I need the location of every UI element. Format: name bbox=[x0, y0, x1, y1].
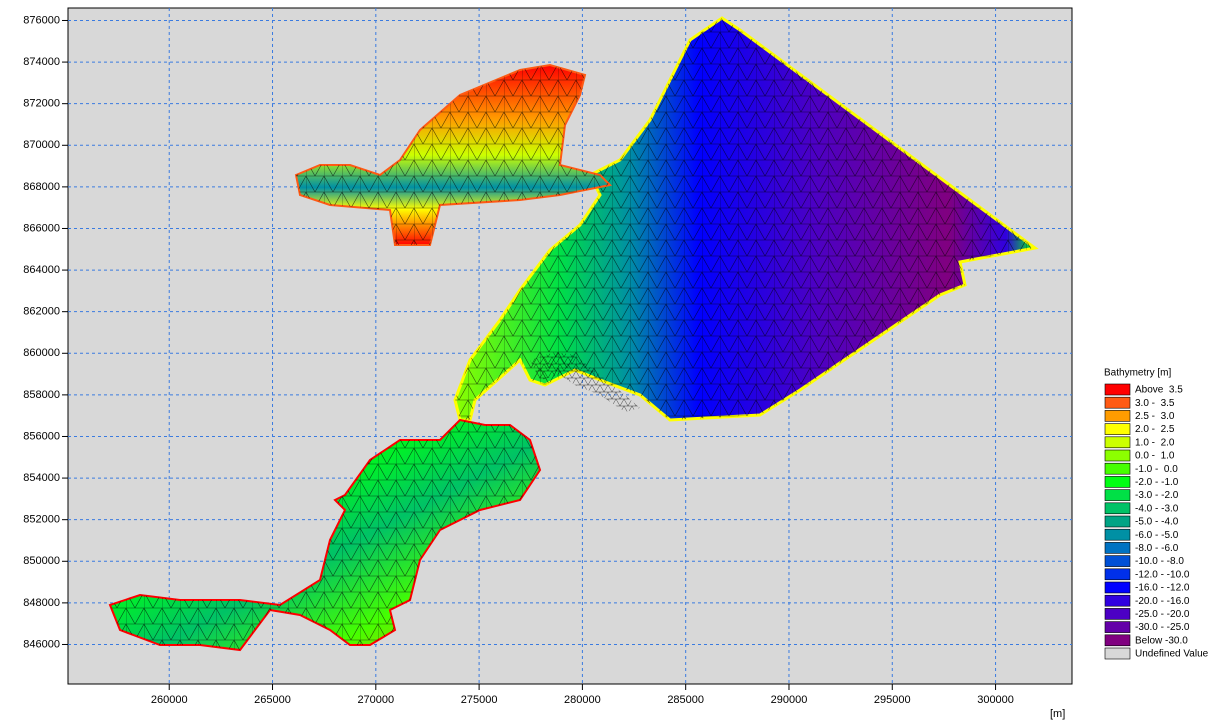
legend-swatch bbox=[1105, 503, 1130, 514]
y-tick-label: 850000 bbox=[23, 555, 60, 567]
legend-label: -4.0 - -3.0 bbox=[1135, 503, 1179, 514]
legend-label: 1.0 - 2.0 bbox=[1135, 437, 1175, 448]
legend-swatch bbox=[1105, 476, 1130, 487]
legend-label: 0.0 - 1.0 bbox=[1135, 451, 1175, 462]
legend-swatch bbox=[1105, 437, 1130, 448]
legend-swatch bbox=[1105, 490, 1130, 501]
legend-swatch bbox=[1105, 463, 1130, 474]
legend-title: Bathymetry [m] bbox=[1104, 368, 1171, 379]
chart: 260000 265000 270000 275000 280000 285000 2900… bbox=[0, 0, 1224, 724]
y-tick-label: 858000 bbox=[23, 389, 60, 401]
legend-label: 2.0 - 2.5 bbox=[1135, 424, 1175, 435]
legend-swatch bbox=[1105, 582, 1130, 593]
x-tick-label: 270000 bbox=[357, 694, 394, 706]
legend-label: -12.0 - -10.0 bbox=[1135, 569, 1190, 580]
x-tick-label: 275000 bbox=[461, 694, 498, 706]
y-tick-label: 874000 bbox=[23, 56, 60, 68]
legend-swatch bbox=[1105, 542, 1130, 553]
x-tick-label: 295000 bbox=[874, 694, 911, 706]
x-axis-label: [m] bbox=[1050, 708, 1065, 720]
legend-swatch bbox=[1105, 635, 1130, 646]
x-tick-label: 285000 bbox=[667, 694, 704, 706]
y-tick-label: 868000 bbox=[23, 181, 60, 193]
legend-swatch bbox=[1105, 569, 1130, 580]
y-tick-label: 870000 bbox=[23, 139, 60, 151]
legend-swatch bbox=[1105, 424, 1130, 435]
x-tick-label: 280000 bbox=[564, 694, 601, 706]
x-tick-label: 290000 bbox=[771, 694, 808, 706]
legend-label: -3.0 - -2.0 bbox=[1135, 490, 1179, 501]
y-tick-label: 856000 bbox=[23, 430, 60, 442]
legend-swatch bbox=[1105, 622, 1130, 633]
legend-label: -5.0 - -4.0 bbox=[1135, 517, 1179, 528]
legend-label: 2.5 - 3.0 bbox=[1135, 411, 1175, 422]
y-tick-label: 866000 bbox=[23, 222, 60, 234]
x-tick-label: 260000 bbox=[151, 694, 188, 706]
legend-swatch bbox=[1105, 450, 1130, 461]
y-tick-label: 852000 bbox=[23, 514, 60, 526]
y-tick-label: 864000 bbox=[23, 264, 60, 276]
legend-label: -30.0 - -25.0 bbox=[1135, 622, 1190, 633]
legend-swatch bbox=[1105, 384, 1130, 395]
legend-label: -6.0 - -5.0 bbox=[1135, 530, 1179, 541]
legend-swatch bbox=[1105, 608, 1130, 619]
x-tick-label: 300000 bbox=[977, 694, 1014, 706]
legend-swatch bbox=[1105, 410, 1130, 421]
legend-label: -2.0 - -1.0 bbox=[1135, 477, 1179, 488]
legend-label: -1.0 - 0.0 bbox=[1135, 464, 1178, 475]
y-tick-label: 862000 bbox=[23, 306, 60, 318]
legend-label: 3.0 - 3.5 bbox=[1135, 398, 1175, 409]
y-tick-label: 854000 bbox=[23, 472, 60, 484]
legend-label: -8.0 - -6.0 bbox=[1135, 543, 1179, 554]
y-tick-label: 860000 bbox=[23, 347, 60, 359]
legend-label: Above 3.5 bbox=[1135, 385, 1183, 396]
legend-swatch bbox=[1105, 595, 1130, 606]
y-tick-label: 846000 bbox=[23, 638, 60, 650]
legend: Above 3.5 3.0 - 3.5 2.5 - 3.0 2.0 - 2.5 1.0 … bbox=[1105, 384, 1209, 660]
legend-swatch bbox=[1105, 529, 1130, 540]
legend-label: -25.0 - -20.0 bbox=[1135, 609, 1190, 620]
page: {"chart_data": { "type": "contour", "xla… bbox=[0, 0, 1224, 724]
legend-label: Undefined Value bbox=[1135, 649, 1209, 660]
y-tick-label: 876000 bbox=[23, 14, 60, 26]
x-tick-label: 265000 bbox=[254, 694, 291, 706]
legend-label: -10.0 - -8.0 bbox=[1135, 556, 1184, 567]
legend-label: Below -30.0 bbox=[1135, 635, 1188, 646]
legend-swatch bbox=[1105, 556, 1130, 567]
legend-swatch bbox=[1105, 648, 1130, 659]
y-tick-label: 848000 bbox=[23, 597, 60, 609]
y-tick-label: 872000 bbox=[23, 98, 60, 110]
legend-label: -20.0 - -16.0 bbox=[1135, 596, 1190, 607]
legend-swatch bbox=[1105, 516, 1130, 527]
legend-swatch bbox=[1105, 397, 1130, 408]
legend-label: -16.0 - -12.0 bbox=[1135, 583, 1190, 594]
